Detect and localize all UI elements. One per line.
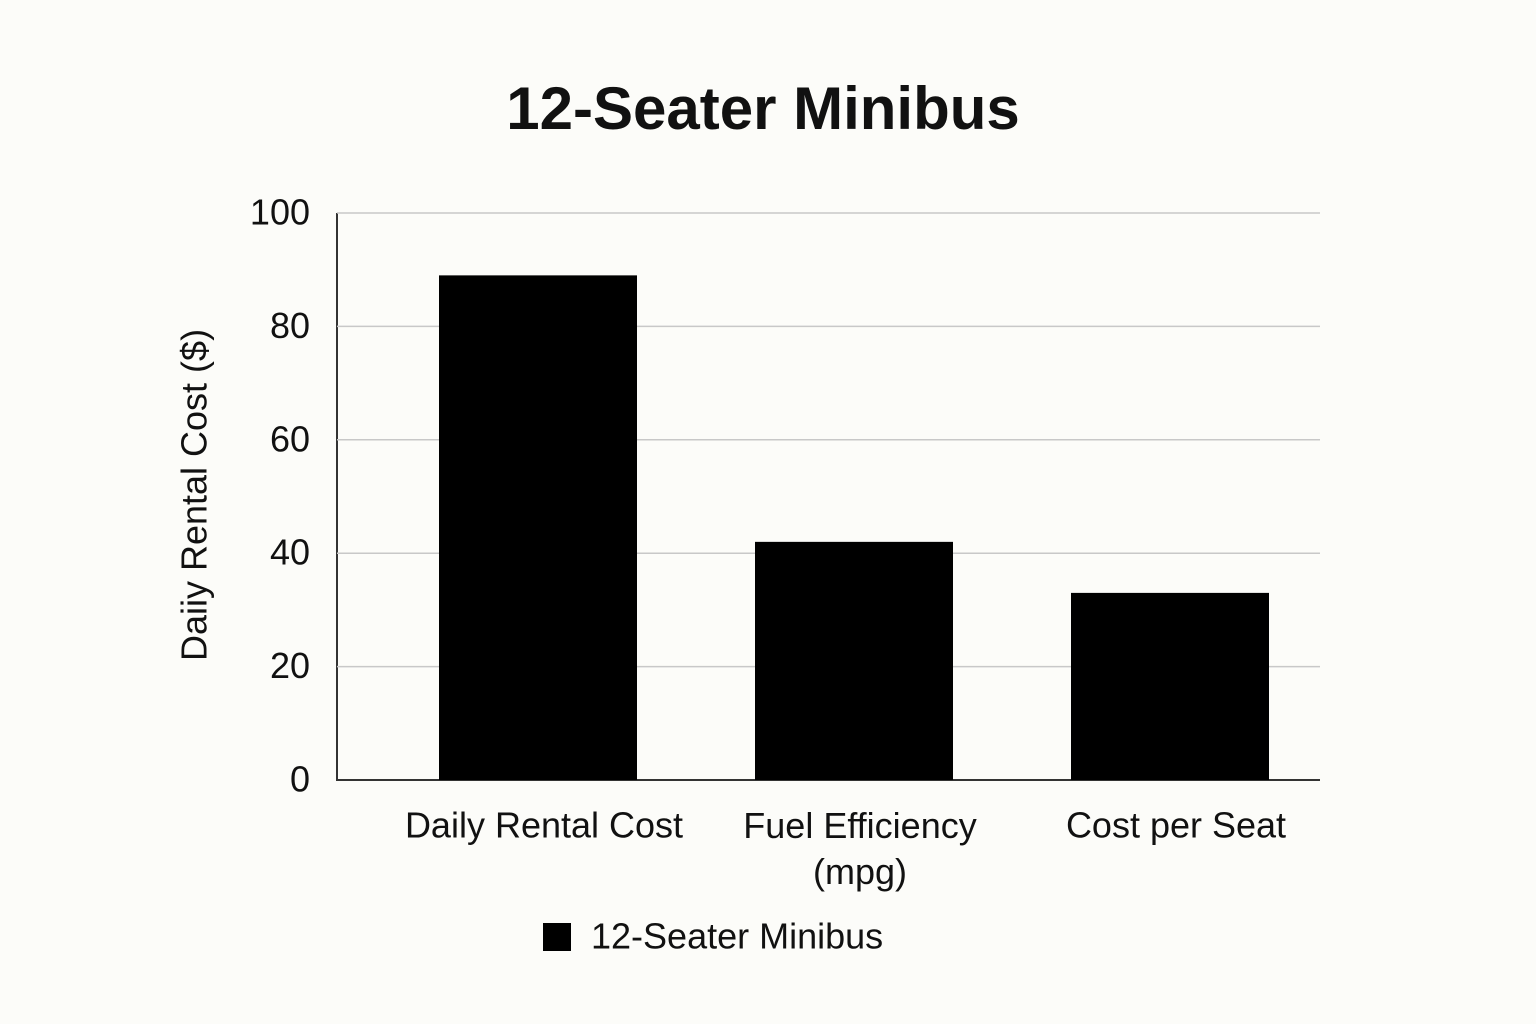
y-tick-label: 80 — [270, 305, 310, 346]
y-tick-label: 100 — [250, 192, 310, 233]
bar — [1071, 592, 1269, 780]
x-tick-label: Daily Rental Cost — [405, 805, 683, 846]
y-tick-label: 0 — [290, 759, 310, 800]
y-tick-label: 20 — [270, 645, 310, 686]
legend-label: 12-Seater Minibus — [591, 916, 883, 957]
y-tick-label: 60 — [270, 418, 310, 459]
y-tick-label: 40 — [270, 532, 310, 573]
bar — [439, 275, 637, 780]
chart-title: 12-Seater Minibus — [506, 75, 1020, 142]
x-tick-label: Fuel Efficiency (mpg) — [743, 805, 976, 892]
legend-swatch — [543, 923, 571, 951]
y-axis-label: Daiiy Rental Cost ($) — [174, 329, 215, 661]
x-tick-label: Cost per Seat — [1066, 805, 1286, 846]
bar — [755, 541, 953, 780]
